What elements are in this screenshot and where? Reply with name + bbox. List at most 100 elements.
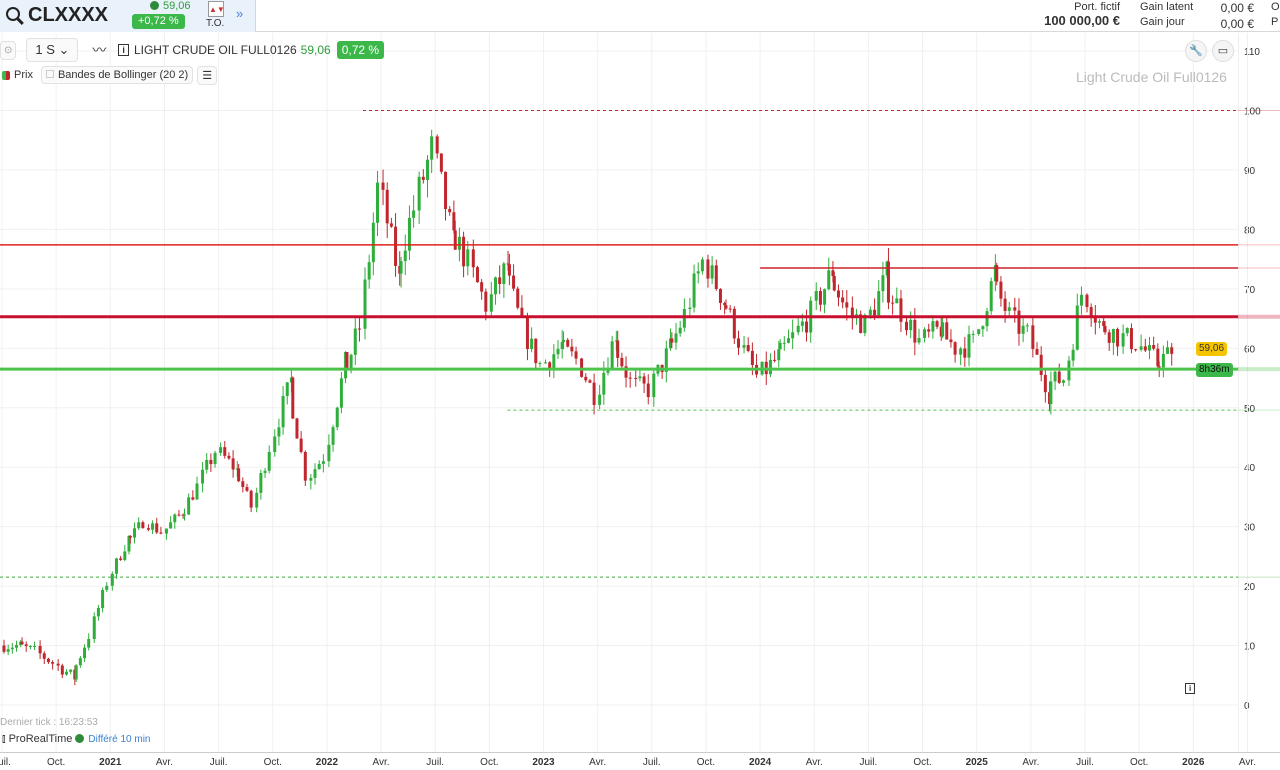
status-dot-icon [75,734,85,743]
candle-body [173,514,177,523]
candle-body [995,265,999,282]
gain-latent: 0,00 € [1220,1,1254,15]
y-tick-label: 50 [1244,404,1256,415]
candle-body [28,645,32,647]
candle-body [562,339,566,343]
candle-body [845,302,849,308]
chart-toolbar: ⊙ 1 S ⌄ 〰 i LIGHT CRUDE OIL FULL0126 59,… [0,38,385,62]
candle-body [20,641,24,645]
indicators-icon[interactable]: 〰 [92,42,107,58]
brand: ⫾ ProRealTime Différé 10 min [2,733,151,746]
candle-body [101,589,105,608]
candle-body [1003,298,1007,311]
candle-body [462,236,466,267]
order-ticket-icon[interactable]: ▲▼ [208,1,225,17]
x-tick-label: Oct. [264,757,282,768]
candle-body [421,176,425,180]
window-icon[interactable]: ▭ [1212,40,1234,62]
candle-body [696,271,700,274]
candle-body [700,259,704,272]
candle-body [566,339,570,347]
legend-bollinger[interactable]: Bandes de Bollinger (20 2) [40,66,194,84]
search-icon[interactable] [6,7,20,21]
y-tick-label: 110 [1244,47,1260,58]
candle-body [1098,321,1102,323]
gains-labels: Gain latent Gain jour [1140,1,1193,28]
legend-price[interactable]: Prix [14,69,33,81]
candle-body [241,481,245,488]
candle-body [525,315,529,349]
candle-body [520,307,524,316]
candle-body [1147,345,1151,351]
wrench-icon[interactable]: 🔧 [1185,40,1207,62]
candle-body [1125,328,1129,334]
x-tick-label: Juil. [426,757,444,768]
candle-body [917,337,921,343]
candle-body [281,396,285,428]
cut-label: P [1271,16,1279,28]
x-tick-label: Avr. [589,757,606,768]
gain-jour-label: Gain jour [1140,16,1185,28]
price-value: 59,06 [163,0,191,12]
candle-body [155,523,159,533]
candle-body [64,671,68,675]
candle-body [403,250,407,262]
candle-body [548,362,552,370]
link-icon[interactable]: ⊙ [0,40,17,60]
x-tick-label: 2021 [99,757,122,768]
x-tick-label: Avr. [1022,757,1039,768]
candle-body [331,427,335,445]
candle-body [1061,380,1065,383]
info-icon[interactable]: i [118,44,129,56]
candle-body [953,342,957,355]
candle-body [1043,374,1047,393]
candle-body [1143,346,1147,351]
candle-body [42,653,46,659]
x-tick-label: Avr. [1239,757,1256,768]
candle-body [1089,307,1093,318]
candle-body [123,551,127,560]
candle-body [935,321,939,327]
candle-body [592,382,596,405]
candle-body [999,281,1003,299]
gain-latent-label: Gain latent [1140,1,1194,13]
candle-body [859,314,863,334]
candle-body [187,497,191,515]
order-button-label[interactable]: T.O. [206,18,225,29]
candle-body [1093,317,1097,323]
symbol-name[interactable]: CLXXXX [28,4,109,26]
checkbox-icon[interactable] [45,70,54,78]
candle-body [638,376,642,379]
period-select[interactable]: 1 S ⌄ [26,38,79,62]
candle-body [83,647,87,659]
expand-icon[interactable]: » [236,6,244,21]
candle-body [606,370,610,373]
candle-body [1166,347,1170,354]
candle-body [376,182,380,223]
candle-body [552,354,556,370]
candle-body [800,321,804,326]
candle-body [1021,325,1025,334]
candle-body [205,459,209,470]
candle-body [417,176,421,211]
candle-body [263,470,267,473]
candle-body [886,261,890,303]
x-tick-label: Juil. [1076,757,1094,768]
candle-body [560,342,564,349]
x-tick-label: Oct. [47,757,65,768]
y-tick-label: 80 [1244,225,1256,236]
candle-body [682,309,686,328]
cut-label: O [1271,1,1280,13]
candle-body [534,338,538,364]
candle-body [448,209,452,213]
candle-body [778,342,782,350]
list-icon[interactable]: ☰ [197,65,218,85]
info-icon[interactable]: i [1185,683,1196,694]
candle-body [1139,346,1143,350]
candle-body [989,281,993,312]
candle-body [357,328,361,330]
x-tick-label: Avr. [806,757,823,768]
candle-body [33,645,37,647]
candle-body [133,528,137,538]
